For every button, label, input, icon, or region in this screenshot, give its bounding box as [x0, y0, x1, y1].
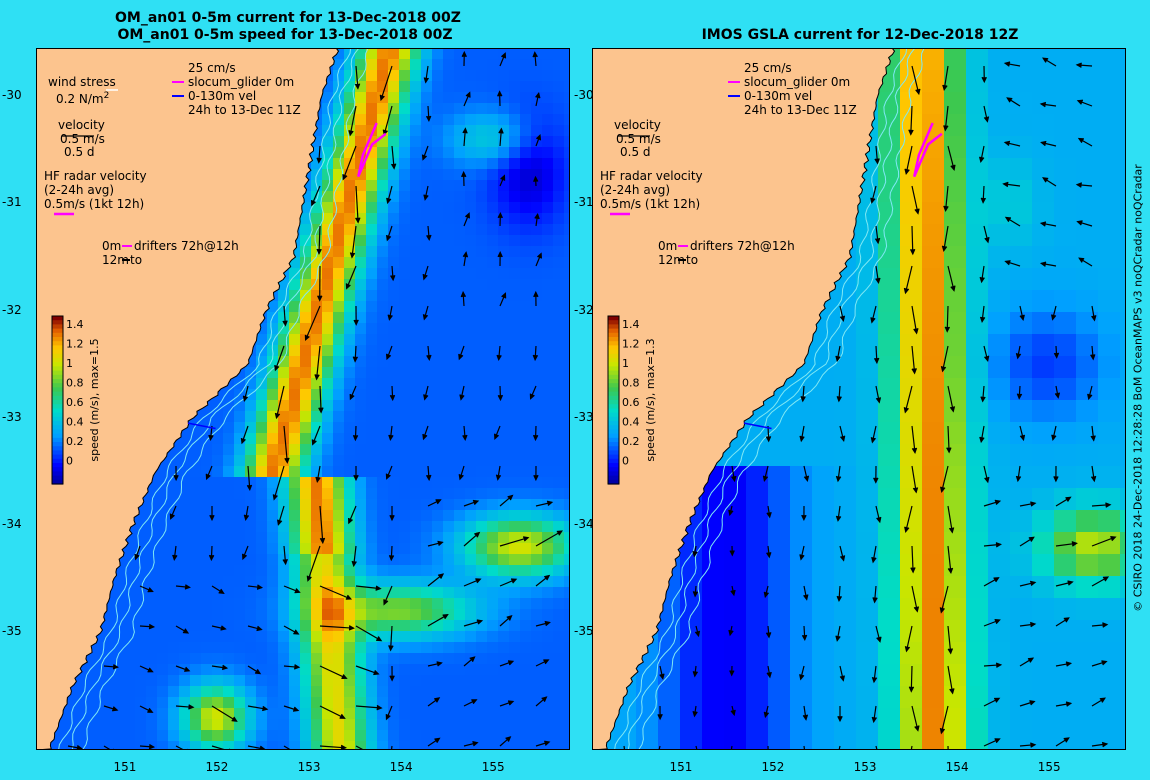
land-mass — [592, 48, 896, 750]
hf-radar-label: HF radar velocity — [600, 169, 703, 183]
wind-stress-ref: 0.2 N/m2 — [56, 91, 109, 106]
glider-time-label: 24h to 13-Dec 11Z — [744, 103, 857, 117]
lat-tick-label: -35 — [574, 624, 594, 639]
velocity-time: 0.5 d — [64, 145, 95, 159]
glider-depth-label: 0-130m vel — [188, 89, 256, 103]
lon-tick-label: 152 — [761, 760, 785, 774]
glider-depth-label: 0-130m vel — [744, 89, 812, 103]
lat-tick-label: -32 — [574, 302, 594, 317]
map-frame — [592, 48, 1126, 750]
colorbar-tick-label: 0 — [622, 455, 629, 468]
colorbar-tick-label: 0.8 — [622, 377, 640, 390]
colorbar-tick-label: 1 — [622, 357, 629, 370]
colorbar: 1.4 1.2 1 0.8 0.6 0.4 0.2 0 speed (m/s), max=1.5 — [51, 315, 101, 485]
lat-tick-label: -34 — [2, 516, 22, 531]
lon-tick-label: 151 — [113, 760, 137, 774]
colorbar-tick-label: 0.2 — [66, 435, 84, 448]
isobath-lines — [614, 48, 925, 750]
drifters-to-label: to — [130, 253, 142, 267]
glider-scale-label: 25 cm/s — [188, 61, 236, 75]
current-arrows — [67, 50, 563, 750]
lat-tick-label: -30 — [2, 88, 22, 103]
lat-tick-label: -33 — [574, 409, 594, 424]
land-mass — [36, 48, 340, 750]
colorbar-tick-label: 0.6 — [622, 396, 640, 409]
left-title-line1: OM_an01 0-5m current for 13-Dec-2018 00Z — [115, 10, 461, 26]
credit-text: © CSIRO 2018 24-Dec-2018 12:28:28 BoM Oc… — [1131, 164, 1145, 612]
lat-tick-label: -33 — [2, 409, 22, 424]
drifters-12m-label: 12m — [658, 253, 685, 267]
lat-tick-label: -31 — [2, 195, 22, 210]
velocity-label: velocity — [614, 118, 661, 132]
lon-tick-label: 155 — [1037, 760, 1061, 774]
velocity-ref: 0.5 m/s — [616, 132, 661, 146]
colorbar-tick-label: 1.4 — [66, 318, 84, 331]
colorbar-tick-label: 0.2 — [622, 435, 640, 448]
colorbar-label: speed (m/s), max=1.3 — [644, 338, 657, 461]
left-title-line2: OM_an01 0-5m speed for 13-Dec-2018 00Z — [117, 27, 453, 43]
velocity-ref: 0.5 m/s — [60, 132, 105, 146]
colorbar-tick-label: 1 — [66, 357, 73, 370]
lon-tick-label: 155 — [481, 760, 505, 774]
drifters-0m-label: 0m — [102, 239, 121, 253]
colorbar-tick-label: 1.4 — [622, 318, 640, 331]
hf-radar-ref: 0.5m/s (1kt 12h) — [600, 197, 700, 211]
glider-time-label: 24h to 13-Dec 11Z — [188, 103, 301, 117]
hf-radar-avg: (2-24h avg) — [600, 183, 670, 197]
glider-velocity-arrow — [187, 422, 216, 430]
lat-tick-label: -32 — [2, 302, 22, 317]
colorbar-tick-label: 1.2 — [66, 338, 84, 351]
colorbar-tick-label: 0.6 — [66, 396, 84, 409]
drifters-label: drifters 72h@12h — [690, 239, 795, 253]
left-panel-title: OM_an01 0-5m current for 13-Dec-2018 00Z… — [115, 10, 461, 44]
colorbar-tick-label: 1.2 — [622, 338, 640, 351]
colorbar: 1.4 1.2 1 0.8 0.6 0.4 0.2 0 speed (m/s), max=1.3 — [607, 315, 657, 485]
lon-tick-label: 154 — [389, 760, 413, 774]
glider-label: slocum_glider 0m — [744, 75, 850, 89]
colorbar-label: speed (m/s), max=1.5 — [88, 338, 101, 461]
drifters-0m-label: 0m — [658, 239, 677, 253]
glider-track — [357, 122, 387, 178]
colorbar-tick-label: 0.4 — [622, 416, 640, 429]
lon-tick-label: 154 — [945, 760, 969, 774]
drifters-label: drifters 72h@12h — [134, 239, 239, 253]
lat-tick-label: -34 — [574, 516, 594, 531]
wind-stress-label: wind stress — [48, 75, 116, 89]
lon-tick-label: 151 — [669, 760, 693, 774]
current-arrows — [623, 57, 1117, 750]
lon-tick-label: 153 — [297, 760, 321, 774]
glider-velocity-arrow — [743, 422, 772, 430]
hf-radar-avg: (2-24h avg) — [44, 183, 114, 197]
glider-label: slocum_glider 0m — [188, 75, 294, 89]
lat-tick-label: -31 — [574, 195, 594, 210]
map-frame — [36, 48, 570, 750]
lat-tick-label: -30 — [574, 88, 594, 103]
colorbar-tick-label: 0.4 — [66, 416, 84, 429]
velocity-time: 0.5 d — [620, 145, 651, 159]
velocity-label: velocity — [58, 118, 105, 132]
lat-tick-label: -35 — [2, 624, 22, 639]
hf-radar-ref: 0.5m/s (1kt 12h) — [44, 197, 144, 211]
glider-track — [913, 122, 943, 178]
colorbar-tick-label: 0.8 — [66, 377, 84, 390]
colorbar-tick-label: 0 — [66, 455, 73, 468]
lon-tick-label: 152 — [205, 760, 229, 774]
right-panel-title: IMOS GSLA current for 12-Dec-2018 12Z — [701, 27, 1019, 43]
drifters-to-label: to — [686, 253, 698, 267]
drifters-12m-label: 12m — [102, 253, 129, 267]
glider-scale-label: 25 cm/s — [744, 61, 792, 75]
lon-tick-label: 153 — [853, 760, 877, 774]
hf-radar-label: HF radar velocity — [44, 169, 147, 183]
